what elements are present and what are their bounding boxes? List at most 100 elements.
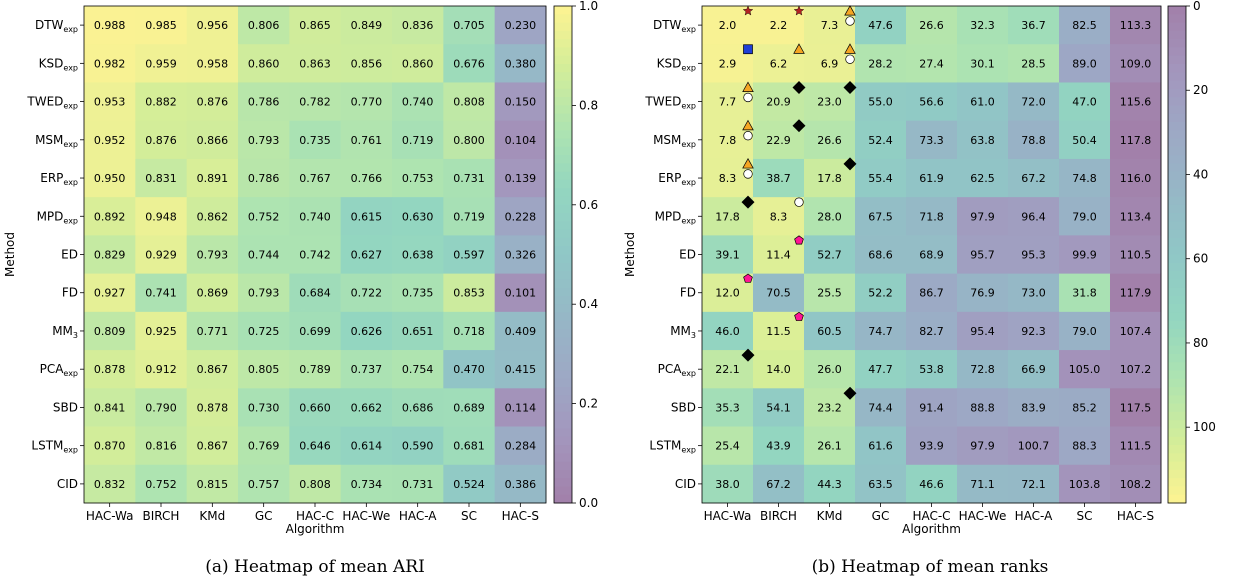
- y-tick-label-sbd: SBD: [53, 400, 78, 414]
- cell-value-label: 0.284: [505, 440, 537, 453]
- colorbar-segment: [554, 81, 572, 90]
- colorbar-segment: [1168, 304, 1186, 313]
- y-tick-subscript: 3: [73, 331, 78, 340]
- y-tick-base: MSM: [653, 133, 681, 147]
- cell-value-label: 0.816: [145, 440, 177, 453]
- colorbar-segment: [554, 453, 572, 462]
- cell-value-label: 0.705: [453, 19, 485, 32]
- y-tick-base: LSTM: [31, 439, 63, 453]
- colorbar-segment: [554, 197, 572, 206]
- colorbar-segment: [1168, 155, 1186, 164]
- y-tick-label-erpexp: ERPexp: [40, 171, 78, 187]
- x-tick-label-hac-s: HAC-S: [1117, 509, 1154, 523]
- colorbar-segment: [1168, 379, 1186, 388]
- cell-value-label: 74.8: [1072, 172, 1097, 185]
- cell-value-label: 0.878: [197, 401, 229, 414]
- cell-value-label: 28.2: [868, 57, 893, 70]
- colorbar-segment: [1168, 404, 1186, 413]
- cell-value-label: 68.6: [868, 249, 893, 262]
- cell-value-label: 83.9: [1021, 401, 1046, 414]
- y-tick-base: ED: [61, 248, 78, 262]
- cell-value-label: 54.1: [766, 401, 791, 414]
- colorbar-segment: [554, 486, 572, 495]
- cell-value-label: 0.662: [351, 401, 383, 414]
- colorbar-segment: [1168, 197, 1186, 206]
- colorbar-segment: [554, 263, 572, 272]
- colorbar-segment: [1168, 172, 1186, 181]
- cell-value-label: 0.590: [402, 440, 434, 453]
- cell-value-label: 0.912: [145, 363, 177, 376]
- marker-circle: [744, 93, 753, 102]
- cell-value-label: 27.4: [919, 57, 944, 70]
- colorbar-segment: [1168, 486, 1186, 495]
- cell-value-label: 82.7: [919, 325, 944, 338]
- cell-value-label: 116.0: [1120, 172, 1152, 185]
- cell-value-label: 23.0: [817, 96, 842, 109]
- cell-value-label: 86.7: [919, 287, 944, 300]
- cell-value-label: 105.0: [1069, 363, 1101, 376]
- colorbar-segment: [554, 370, 572, 379]
- cell-value-label: 0.956: [197, 19, 229, 32]
- colorbar-tick-label: 80: [1193, 336, 1208, 350]
- colorbar-tick-label: 0.0: [579, 496, 598, 510]
- cell-value-label: 74.4: [868, 401, 893, 414]
- cell-value-label: 0.805: [248, 363, 280, 376]
- cell-value-label: 0.752: [248, 210, 280, 223]
- colorbar-segment: [1168, 114, 1186, 123]
- cell-value-label: 0.597: [453, 249, 485, 262]
- cell-value-label: 52.7: [817, 249, 842, 262]
- colorbar-segment: [1168, 23, 1186, 32]
- colorbar-segment: [554, 122, 572, 131]
- cell-value-label: 0.730: [248, 401, 280, 414]
- cell-value-label: 0.104: [505, 134, 537, 147]
- cell-value-label: 0.754: [402, 363, 434, 376]
- y-tick-label-twedexp: TWEDexp: [644, 95, 696, 111]
- cell-value-label: 100.7: [1018, 440, 1050, 453]
- cell-value-label: 0.740: [402, 96, 434, 109]
- y-tick-base: FD: [62, 286, 78, 300]
- cell-value-label: 0.524: [453, 478, 485, 491]
- colorbar-segment: [554, 304, 572, 313]
- colorbar-segment: [1168, 6, 1186, 15]
- cell-value-label: 52.4: [868, 134, 893, 147]
- colorbar-segment: [554, 72, 572, 81]
- x-tick-label-gc: GC: [255, 509, 273, 523]
- colorbar-segment: [1168, 370, 1186, 379]
- y-tick-base: MPD: [655, 209, 682, 223]
- cell-value-label: 66.9: [1021, 363, 1046, 376]
- colorbar-segment: [1168, 437, 1186, 446]
- cell-value-label: 0.752: [145, 478, 177, 491]
- colorbar-segment: [1168, 495, 1186, 504]
- x-axis-label: Algorithm: [902, 522, 961, 536]
- cell-value-label: 17.8: [817, 172, 842, 185]
- y-tick-base: MM: [52, 324, 73, 338]
- colorbar-segment: [554, 155, 572, 164]
- colorbar-segment: [1168, 97, 1186, 106]
- y-tick-subscript: exp: [63, 369, 78, 378]
- x-tick-label-hac-a: HAC-A: [1015, 509, 1053, 523]
- cell-value-label: 0.646: [299, 440, 331, 453]
- cell-value-label: 0.892: [94, 210, 126, 223]
- colorbar-segment: [1168, 445, 1186, 454]
- y-tick-base: MSM: [35, 133, 63, 147]
- y-tick-subscript: exp: [681, 446, 696, 455]
- colorbar-tick-label: 20: [1193, 83, 1208, 97]
- cell-value-label: 0.860: [402, 57, 434, 70]
- colorbar-segment: [1168, 246, 1186, 255]
- cell-value-label: 0.615: [351, 210, 383, 223]
- colorbar-segment: [1168, 453, 1186, 462]
- cell-value-label: 0.876: [197, 96, 229, 109]
- cell-value-label: 53.8: [919, 363, 944, 376]
- colorbar-segment: [554, 288, 572, 297]
- colorbar-segment: [554, 105, 572, 114]
- colorbar-segment: [554, 462, 572, 471]
- colorbar-segment: [554, 89, 572, 98]
- x-tick-label-sc: SC: [461, 509, 477, 523]
- cell-value-label: 26.0: [817, 363, 842, 376]
- cell-value-label: 0.767: [299, 172, 331, 185]
- cell-value-label: 23.2: [817, 401, 842, 414]
- cell-value-label: 103.8: [1069, 478, 1101, 491]
- colorbar-segment: [1168, 56, 1186, 65]
- cell-value-label: 0.786: [248, 172, 280, 185]
- colorbar-segment: [1168, 72, 1186, 81]
